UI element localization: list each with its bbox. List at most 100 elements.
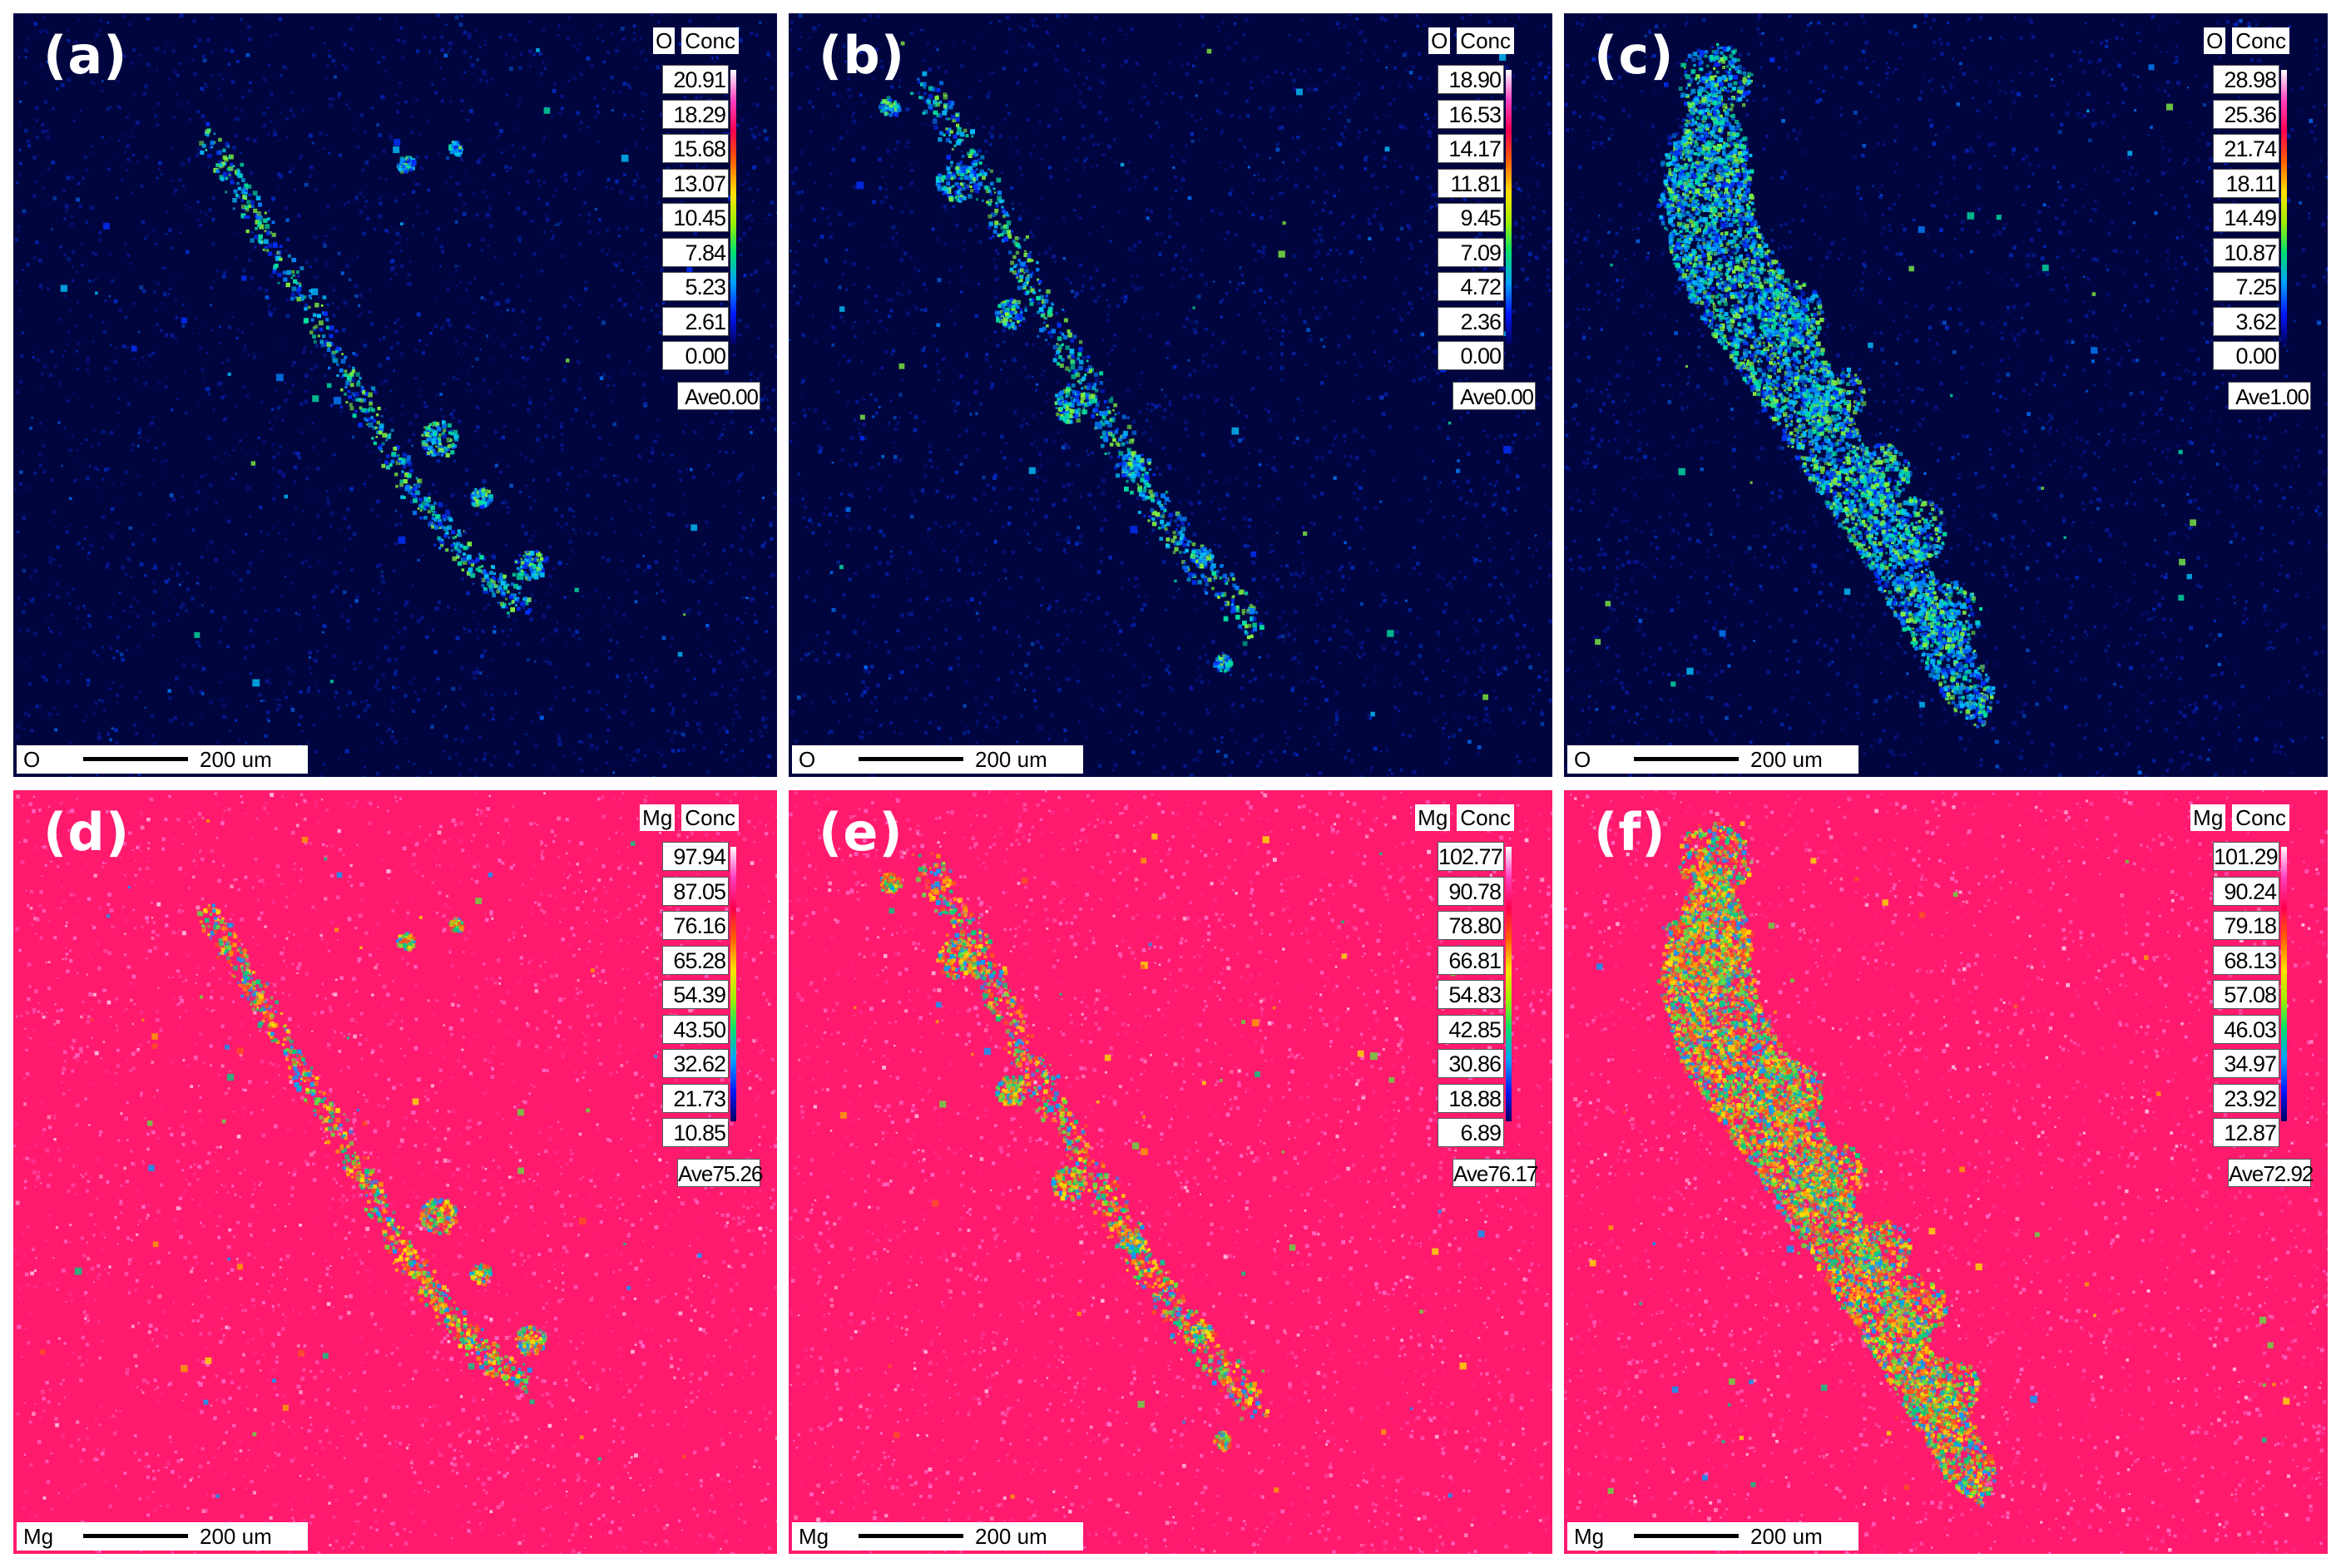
scale-value: 54.39 (662, 980, 729, 1009)
scale-value: 54.83 (1438, 980, 1504, 1009)
scale-value: 21.73 (662, 1083, 729, 1113)
scale-value: 10.85 (662, 1118, 729, 1147)
map-panel-f: (f) Mg Conc 101.29 90.24 79.18 68.13 57.08 46.03… (1564, 790, 2328, 1554)
scale-value: 28.98 (2213, 65, 2279, 94)
scale-value: 79.18 (2213, 911, 2279, 940)
scale-bar: Mg 200 um (17, 1522, 308, 1551)
panel-label: (b) (819, 25, 905, 86)
average-value: Ave1.00 (2228, 382, 2311, 410)
panel-label: (a) (43, 25, 128, 86)
scale-value: 6.89 (1438, 1118, 1504, 1147)
scale-value: 15.68 (662, 134, 729, 163)
scale-value: 11.81 (1438, 168, 1504, 198)
scale-bar-element: Mg (1574, 1522, 1604, 1551)
scale-value: 16.53 (1438, 99, 1504, 129)
scale-value: 0.00 (662, 341, 729, 370)
map-panel-c: (c) O Conc 28.98 25.36 21.74 18.11 14.49 10.87 7.… (1564, 13, 2328, 777)
element-symbol: Mg (2190, 804, 2226, 831)
scale-value: 4.72 (1438, 272, 1504, 301)
scale-bar-line (83, 757, 188, 761)
scale-bar-line (1634, 757, 1739, 761)
color-gradient-bar (2281, 847, 2287, 1121)
panel-label: (f) (1594, 802, 1666, 863)
scale-bar: Mg 200 um (1567, 1522, 1858, 1551)
elemental-map-image (13, 790, 777, 1554)
legend-header: Mg Conc (2190, 804, 2289, 832)
color-gradient-bar (2281, 70, 2287, 344)
element-symbol: Mg (1415, 804, 1451, 831)
scale-bar-element: O (1574, 745, 1591, 774)
scale-value: 30.86 (1438, 1049, 1504, 1078)
scale-value: 90.24 (2213, 876, 2279, 906)
scale-bar-text: 200 um (200, 745, 272, 774)
scale-bar: O 200 um (1567, 745, 1858, 774)
map-panel-a: (a) O Conc 20.91 18.29 15.68 13.07 10.45 7.84 5.2… (13, 13, 777, 777)
scale-value: 42.85 (1438, 1014, 1504, 1044)
scale-value: 18.88 (1438, 1083, 1504, 1113)
scale-bar-text: 200 um (975, 1522, 1047, 1551)
conc-label: Conc (2232, 804, 2289, 831)
scale-value: 25.36 (2213, 99, 2279, 129)
scale-value: 7.25 (2213, 272, 2279, 301)
map-panel-d: (d) Mg Conc 97.94 87.05 76.16 65.28 54.39 43.50 3… (13, 790, 777, 1554)
scale-value: 18.11 (2213, 168, 2279, 198)
conc-label: Conc (1457, 27, 1514, 54)
scale-value: 57.08 (2213, 980, 2279, 1009)
legend-header: Mg Conc (640, 804, 739, 832)
scale-bar-line (859, 1534, 963, 1538)
panel-label: (c) (1594, 25, 1674, 86)
scale-value: 87.05 (662, 876, 729, 906)
scale-value: 78.80 (1438, 911, 1504, 940)
scale-bar-element: Mg (799, 1522, 829, 1551)
scale-bar: O 200 um (792, 745, 1083, 774)
scale-value: 34.97 (2213, 1049, 2279, 1078)
conc-label: Conc (681, 27, 739, 54)
conc-label: Conc (1457, 804, 1514, 831)
scale-value: 3.62 (2213, 306, 2279, 336)
legend-header: O Conc (2204, 27, 2289, 55)
scale-value: 66.81 (1438, 945, 1504, 975)
elemental-map-image (789, 13, 1552, 777)
average-value: Ave72.92 (2228, 1159, 2314, 1187)
scale-value: 12.87 (2213, 1118, 2279, 1147)
element-symbol: O (653, 27, 676, 54)
scale-value: 23.92 (2213, 1083, 2279, 1113)
scale-bar-line (859, 757, 963, 761)
conc-label: Conc (681, 804, 739, 831)
panel-label: (d) (43, 802, 130, 863)
scale-bar: O 200 um (17, 745, 308, 774)
scale-bar-text: 200 um (1750, 1522, 1823, 1551)
scale-value: 20.91 (662, 65, 729, 94)
scale-value: 97.94 (662, 842, 729, 871)
scale-value: 68.13 (2213, 945, 2279, 975)
scale-value: 2.36 (1438, 306, 1504, 336)
scale-value: 9.45 (1438, 203, 1504, 232)
scale-value: 10.45 (662, 203, 729, 232)
scale-value: 2.61 (662, 306, 729, 336)
scale-value: 5.23 (662, 272, 729, 301)
average-value: Ave0.00 (677, 382, 760, 410)
average-value: Ave75.26 (677, 1159, 763, 1187)
color-gradient-bar (1506, 847, 1512, 1121)
color-gradient-bar (730, 847, 736, 1121)
scale-value: 18.29 (662, 99, 729, 129)
elemental-map-image (789, 790, 1552, 1554)
conc-label: Conc (2232, 27, 2289, 54)
scale-bar-line (1634, 1534, 1739, 1538)
scale-bar-text: 200 um (200, 1522, 272, 1551)
average-value: Ave76.17 (1453, 1159, 1538, 1187)
scale-value: 0.00 (1438, 341, 1504, 370)
scale-value: 0.00 (2213, 341, 2279, 370)
scale-bar-line (83, 1534, 188, 1538)
elemental-map-image (1564, 13, 2328, 777)
legend-header: O Conc (1428, 27, 1514, 55)
scale-value: 76.16 (662, 911, 729, 940)
scale-value: 90.78 (1438, 876, 1504, 906)
scale-value: 101.29 (2213, 842, 2279, 871)
scale-value: 43.50 (662, 1014, 729, 1044)
scale-value: 46.03 (2213, 1014, 2279, 1044)
scale-value: 7.09 (1438, 237, 1504, 267)
scale-value: 18.90 (1438, 65, 1504, 94)
scale-bar-text: 200 um (1750, 745, 1823, 774)
legend-header: Mg Conc (1415, 804, 1514, 832)
